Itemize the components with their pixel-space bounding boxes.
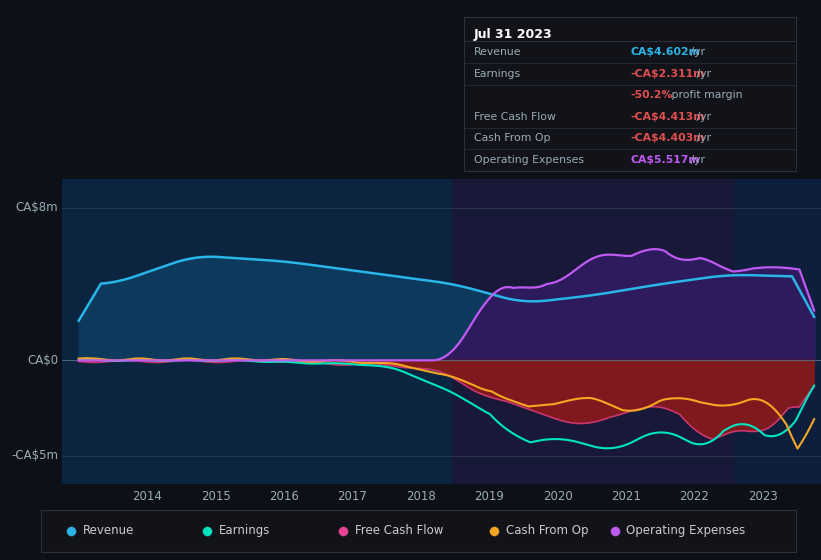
Text: Free Cash Flow: Free Cash Flow	[474, 112, 556, 122]
Text: CA$4.602m: CA$4.602m	[631, 47, 700, 57]
Text: /yr: /yr	[693, 133, 711, 143]
Text: -CA$4.413m: -CA$4.413m	[631, 112, 704, 122]
Text: CA$0: CA$0	[27, 354, 58, 367]
Text: Revenue: Revenue	[474, 47, 521, 57]
Text: -CA$4.403m: -CA$4.403m	[631, 133, 704, 143]
Text: Operating Expenses: Operating Expenses	[626, 524, 745, 537]
Text: /yr: /yr	[693, 69, 711, 79]
Text: /yr: /yr	[687, 155, 705, 165]
Bar	[736, 179, 821, 484]
Text: profit margin: profit margin	[668, 90, 742, 100]
Text: -CA$5m: -CA$5m	[11, 449, 58, 463]
Text: -CA$2.311m: -CA$2.311m	[631, 69, 704, 79]
Text: Free Cash Flow: Free Cash Flow	[355, 524, 443, 537]
Text: CA$5.517m: CA$5.517m	[631, 155, 699, 165]
Bar	[62, 179, 452, 484]
Text: Cash From Op: Cash From Op	[506, 524, 588, 537]
Text: Earnings: Earnings	[218, 524, 270, 537]
Text: -50.2%: -50.2%	[631, 90, 672, 100]
Bar	[452, 179, 736, 484]
Text: Revenue: Revenue	[83, 524, 134, 537]
Text: Jul 31 2023: Jul 31 2023	[474, 27, 553, 40]
Text: Operating Expenses: Operating Expenses	[474, 155, 584, 165]
Text: Earnings: Earnings	[474, 69, 521, 79]
Text: /yr: /yr	[687, 47, 705, 57]
Text: Cash From Op: Cash From Op	[474, 133, 550, 143]
Text: CA$8m: CA$8m	[16, 201, 58, 214]
Text: /yr: /yr	[693, 112, 711, 122]
